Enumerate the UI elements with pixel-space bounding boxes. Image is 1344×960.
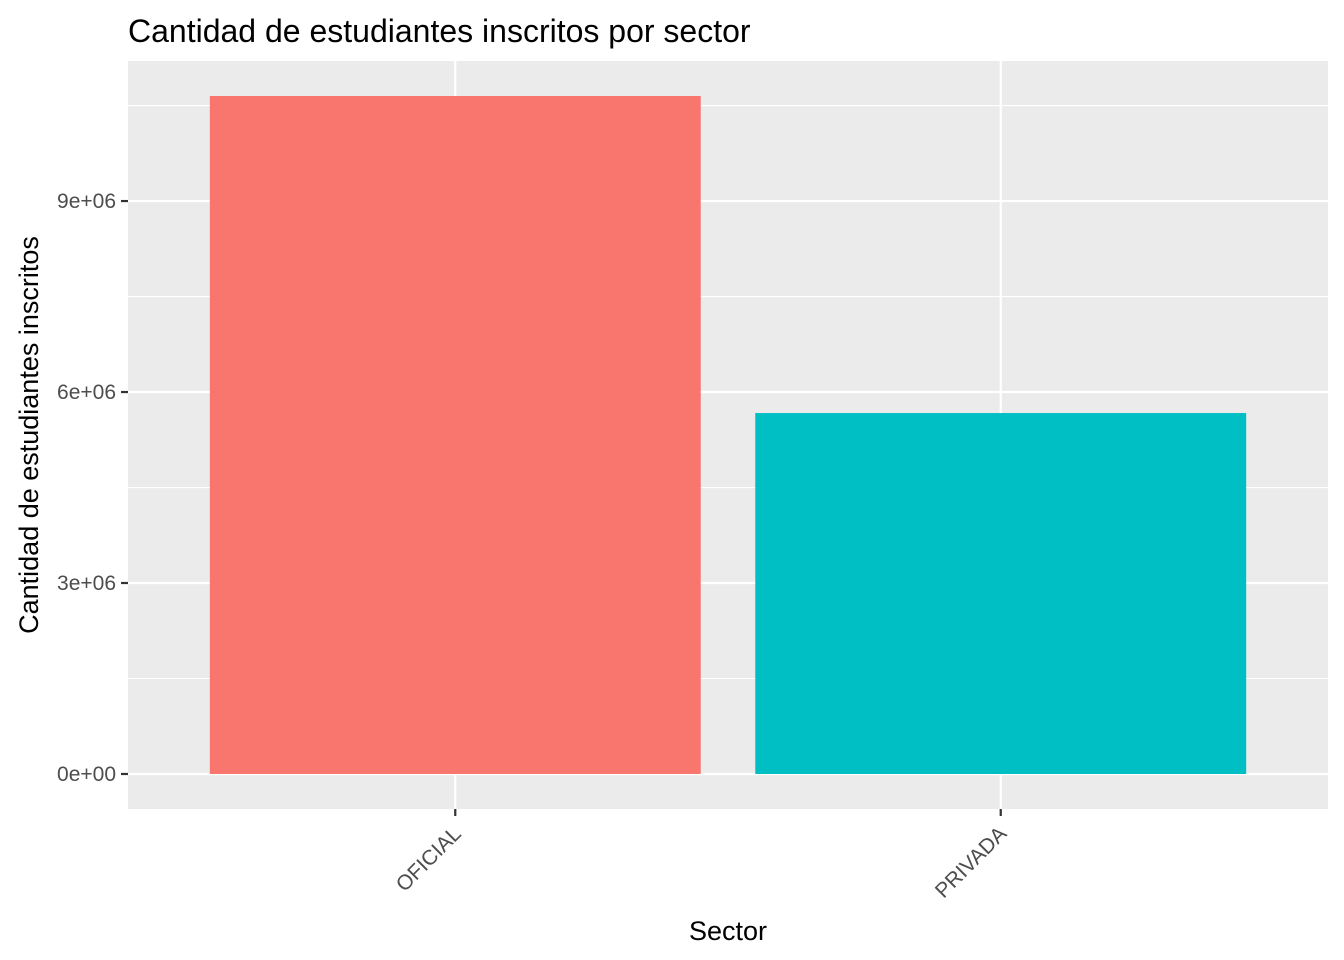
y-tick-label: 6e+06 xyxy=(57,381,116,404)
bars xyxy=(209,96,1247,774)
x-axis-title: Sector xyxy=(689,916,767,946)
y-tick-label: 3e+06 xyxy=(57,572,116,595)
y-axis: 0e+00 3e+06 6e+06 9e+06 xyxy=(57,190,128,786)
y-tick-label: 9e+06 xyxy=(57,190,116,213)
y-tick-label: 0e+00 xyxy=(57,763,116,786)
x-axis: OFICIAL PRIVADA xyxy=(392,809,1011,903)
x-tick-label-privada: PRIVADA xyxy=(931,822,1011,902)
x-tick-label-oficial: OFICIAL xyxy=(392,822,466,896)
y-axis-title: Cantidad de estudiantes inscritos xyxy=(14,236,44,634)
bar-oficial xyxy=(209,96,701,774)
bar-privada xyxy=(755,413,1247,774)
chart-title: Cantidad de estudiantes inscritos por se… xyxy=(128,13,751,49)
